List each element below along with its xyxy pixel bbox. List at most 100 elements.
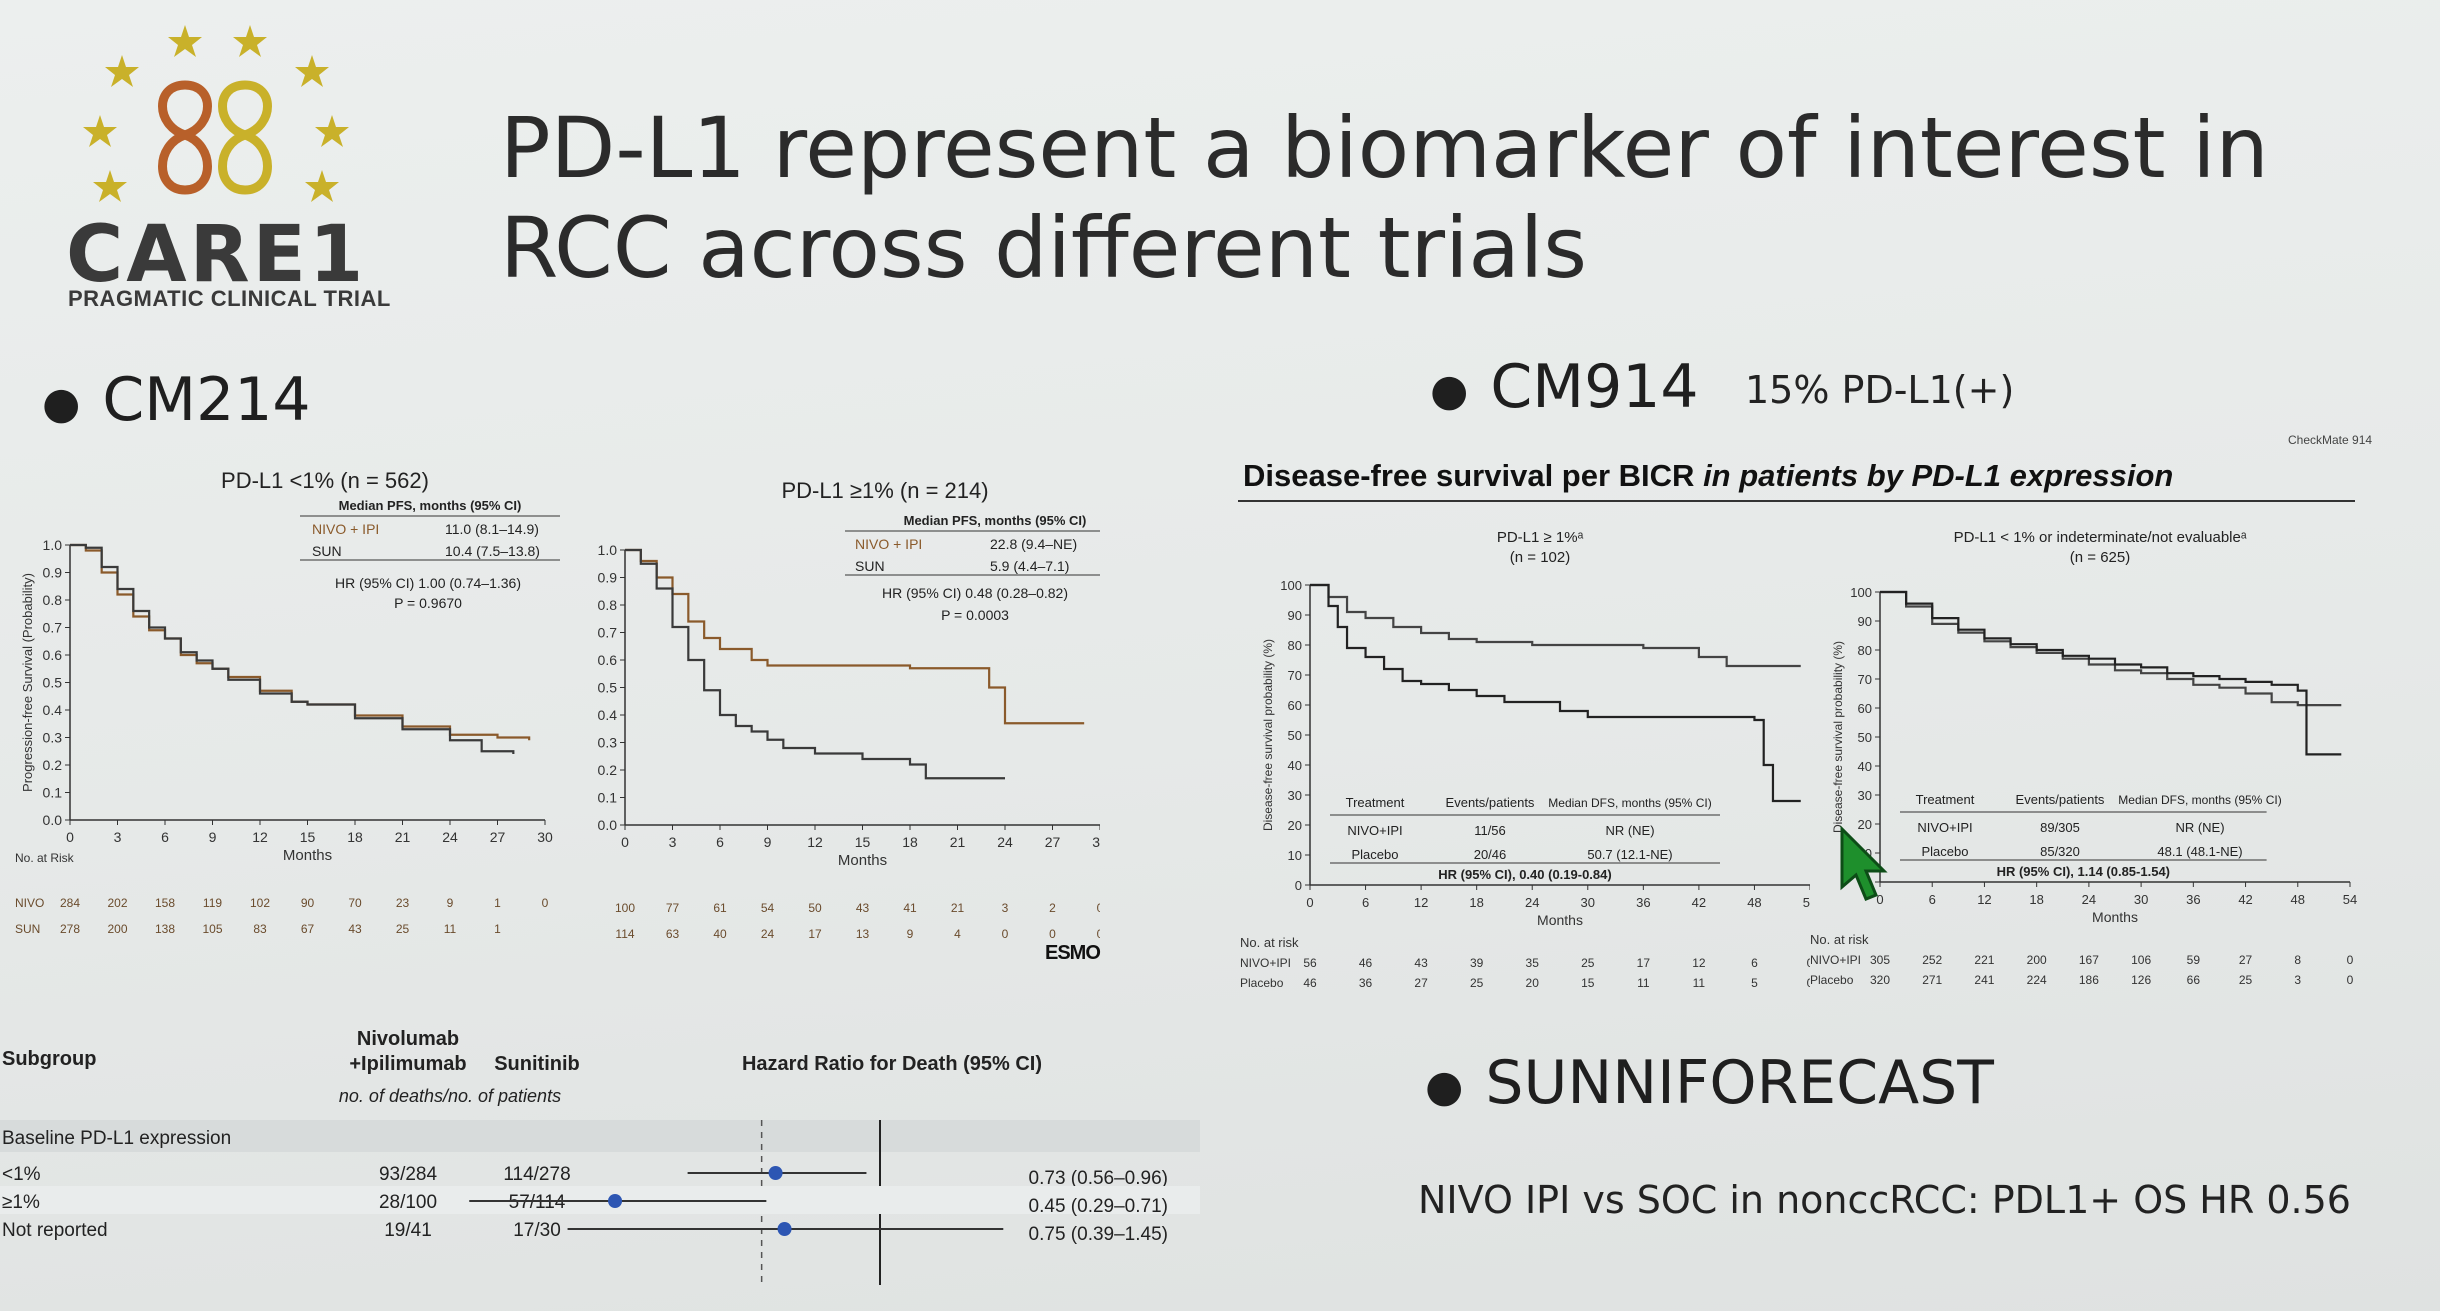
risk-value: 25 (2239, 973, 2253, 987)
legend-value-1: 10.4 (7.5–13.8) (445, 543, 540, 559)
risk-value: 0 (2347, 953, 2354, 967)
chart-subtitle: (n = 102) (1510, 549, 1570, 566)
forest-group-band (0, 1120, 1200, 1152)
risk-value: 11 (444, 922, 457, 936)
hr-text: HR (95% CI), 0.40 (0.19-0.84) (1438, 867, 1611, 882)
risk-value: 4 (954, 927, 961, 941)
y-tick-label: 80 (1858, 643, 1872, 658)
y-tick-label: 0.4 (598, 707, 618, 723)
risk-value: 46 (1303, 976, 1317, 990)
table-cell: NR (NE) (2175, 820, 2224, 835)
cm914-pdl1-note: 15% PD-L1(+) (1745, 368, 2015, 412)
risk-value: 305 (1870, 953, 1890, 967)
risk-value: 105 (202, 922, 222, 936)
y-axis-label: Progression-free Survival (Probability) (20, 573, 35, 792)
cm914-trial-tag: CheckMate 914 (2288, 433, 2373, 447)
forest-row-hr: 0.73 (0.56–0.96) (1029, 1168, 1168, 1189)
risk-value: 67 (301, 922, 315, 936)
title-line-1: PD-L1 represent a biomarker of interest … (500, 99, 2269, 197)
y-tick-label: 90 (1858, 614, 1872, 629)
hr-text: HR (95% CI) 1.00 (0.74–1.36) (335, 575, 521, 591)
bullet-cm914-label: CM914 (1490, 352, 1699, 422)
x-tick-label: 24 (1525, 895, 1539, 910)
risk-value: 102 (250, 896, 270, 910)
y-tick-label: 50 (1858, 730, 1872, 745)
x-tick-label: 9 (209, 829, 217, 845)
x-tick-label: 6 (1929, 892, 1936, 907)
y-tick-label: 0.8 (43, 592, 63, 608)
table-cell: Placebo (1922, 844, 1969, 859)
risk-value: 320 (1870, 973, 1890, 987)
risk-value: 66 (2187, 973, 2201, 987)
x-tick-label: 30 (1581, 895, 1595, 910)
risk-value: 63 (666, 927, 680, 941)
table-cell: NIVO+IPI (1917, 820, 1972, 835)
mouse-cursor-icon (1840, 825, 1888, 901)
risk-value: 46 (1359, 956, 1373, 970)
y-tick-label: 30 (1858, 788, 1872, 803)
y-tick-label: 0.8 (598, 597, 618, 613)
risk-value: 0 (1049, 927, 1056, 941)
risk-value: 0 (2347, 973, 2354, 987)
risk-value: 27 (2239, 953, 2253, 967)
bullet-cm214: ● CM214 (42, 365, 311, 435)
forest-col-hr: Hazard Ratio for Death (95% CI) (742, 1053, 1042, 1075)
x-axis-label: Months (838, 852, 887, 869)
x-tick-label: 24 (997, 834, 1013, 850)
x-tick-label: 12 (252, 829, 268, 845)
forest-row-sun: 57/114 (509, 1192, 566, 1213)
series-line-0 (1880, 590, 2342, 707)
risk-value: 1 (494, 896, 501, 910)
x-tick-label: 21 (950, 834, 966, 850)
risk-row-name-1: Placebo (1240, 976, 1284, 990)
table-cell: NIVO+IPI (1347, 823, 1402, 838)
x-tick-label: 6 (161, 829, 169, 845)
risk-value: 13 (856, 927, 870, 941)
chart-title: PD-L1 < 1% or indeterminate/not evaluabl… (1954, 529, 2247, 546)
table-cell: 48.1 (48.1-NE) (2157, 844, 2242, 859)
risk-value: 119 (203, 896, 222, 910)
x-tick-label: 24 (442, 829, 458, 845)
risk-value: 2 (1049, 901, 1056, 915)
risk-row-name-1: Placebo (1810, 973, 1854, 987)
risk-value: 23 (396, 896, 410, 910)
y-tick-label: 1.0 (598, 542, 618, 558)
y-tick-label: 10 (1288, 848, 1302, 863)
y-tick-label: 0.6 (598, 652, 618, 668)
esmo-watermark: ESMO (1045, 942, 1101, 964)
risk-value: 61 (713, 901, 727, 915)
forest-col-subgroup: Subgroup (2, 1048, 96, 1070)
forest-col-sunitinib: Sunitinib (494, 1053, 580, 1075)
y-tick-label: 0.1 (43, 785, 63, 801)
chart-title: PD-L1 <1% (n = 562) (221, 468, 429, 493)
forest-col-nivo-2: +Ipilimumab (349, 1053, 466, 1075)
km-chart-cm914-pdl1-negative: 0612182430364248540102030405060708090100… (1810, 529, 2357, 987)
series-line-1 (625, 548, 1005, 780)
x-tick-label: 0 (66, 829, 74, 845)
risk-value: 0 (1807, 956, 1810, 970)
legend-name-0: NIVO + IPI (855, 536, 922, 552)
forest-row-nivo: 93/284 (379, 1164, 438, 1185)
risk-value: 90 (301, 896, 315, 910)
risk-value: 224 (2027, 973, 2047, 987)
table-cell: 11/56 (1474, 823, 1506, 838)
risk-value: 35 (1526, 956, 1540, 970)
risk-value: 0 (1097, 927, 1100, 941)
x-axis-label: Months (2092, 909, 2138, 925)
table-cell: 50.7 (12.1-NE) (1587, 847, 1672, 862)
title-line-2: RCC across different trials (500, 199, 1587, 297)
risk-value: 9 (907, 927, 914, 941)
table-cell: Placebo (1352, 847, 1399, 862)
risk-value: 138 (155, 922, 175, 936)
risk-value: 77 (666, 901, 680, 915)
table-cell: 89/305 (2040, 820, 2080, 835)
x-tick-label: 12 (807, 834, 823, 850)
table-cell: NR (NE) (1605, 823, 1654, 838)
y-tick-label: 0.3 (598, 735, 618, 751)
risk-value: 43 (348, 922, 362, 936)
risk-value: 126 (2131, 973, 2151, 987)
risk-value: 15 (1581, 976, 1595, 990)
forest-row-nivo: 28/100 (379, 1192, 437, 1213)
series-line-1 (70, 543, 515, 754)
forest-point (608, 1194, 623, 1208)
